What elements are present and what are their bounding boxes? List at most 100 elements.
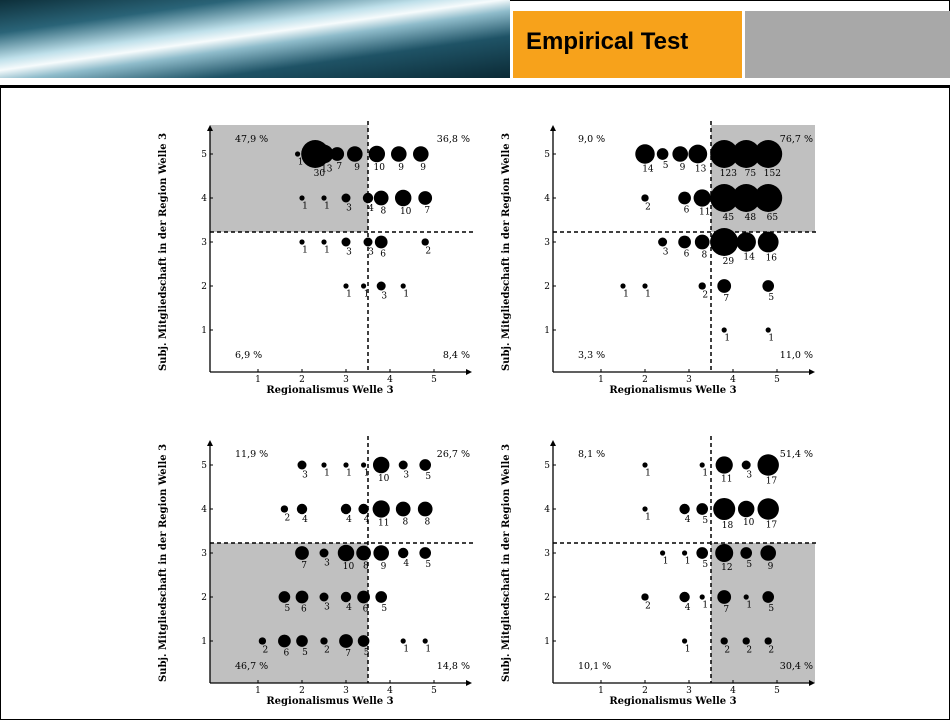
data-point-label: 4: [403, 559, 409, 569]
data-point: [417, 501, 433, 517]
data-point-label: 9: [420, 163, 426, 173]
data-point: [296, 635, 308, 647]
data-point-label: 3: [324, 603, 330, 613]
y-axis-arrow: [207, 125, 213, 131]
data-point-label: 45: [723, 213, 735, 223]
data-point: [319, 592, 329, 602]
quadrant-percent-bottom-right: 14,8 %: [437, 661, 470, 672]
data-point: [698, 282, 706, 290]
data-point-label: 1: [685, 557, 691, 567]
x-axis-label: Regionalismus Welle 3: [266, 385, 393, 396]
data-point: [330, 147, 345, 161]
data-point: [340, 503, 352, 515]
data-point: [715, 456, 733, 474]
data-point: [679, 591, 690, 603]
data-point-label: 9: [680, 163, 686, 173]
data-point: [720, 637, 728, 645]
x-axis-label: Regionalismus Welle 3: [609, 696, 736, 707]
y-tick-label: 1: [544, 326, 550, 336]
y-tick-label: 4: [544, 194, 550, 204]
data-point-label: 3: [746, 471, 752, 481]
data-point: [764, 637, 772, 645]
data-point: [765, 327, 771, 333]
data-point-label: 4: [368, 204, 374, 214]
data-point-label: 29: [723, 257, 735, 267]
title-box: [513, 11, 742, 78]
data-point-label: 1: [702, 469, 708, 479]
data-point-label: 152: [764, 169, 781, 179]
data-point: [295, 546, 309, 560]
quadrant-percent-top-right: 36,8 %: [437, 134, 470, 145]
quadrant-percent-top-left: 9,0 %: [578, 134, 605, 145]
data-point: [658, 237, 668, 247]
data-point: [373, 190, 389, 206]
data-point-label: 75: [745, 169, 757, 179]
quadrant-percent-bottom-right: 30,4 %: [780, 661, 813, 672]
header-spacer: [0, 78, 950, 88]
data-point: [361, 283, 367, 289]
data-point-label: 1: [685, 645, 691, 655]
shaded-quadrant: [210, 543, 368, 683]
x-tick-label: 4: [730, 686, 736, 696]
data-point: [258, 637, 267, 645]
data-point-label: 7: [345, 649, 351, 659]
data-point-label: 8: [381, 206, 387, 216]
data-point-label: 4: [364, 515, 370, 525]
data-point-label: 30: [314, 169, 326, 179]
data-point: [710, 184, 739, 212]
shaded-quadrant: [210, 125, 368, 232]
y-tick-label: 3: [544, 238, 550, 248]
x-tick-label: 5: [431, 375, 437, 385]
data-point: [710, 228, 739, 256]
data-point: [679, 503, 690, 515]
data-point: [715, 543, 734, 563]
data-point-label: 1: [425, 645, 431, 655]
x-tick-label: 5: [774, 686, 780, 696]
x-tick-label: 1: [598, 686, 604, 696]
data-point-label: 1: [324, 202, 330, 212]
data-point: [357, 635, 370, 647]
data-point: [642, 506, 648, 512]
x-tick-label: 3: [343, 375, 349, 385]
data-point-label: 7: [424, 206, 430, 216]
data-point-label: 5: [364, 648, 370, 658]
data-point-label: 5: [768, 604, 774, 614]
data-point-label: 9: [354, 163, 360, 173]
data-point-label: 3: [368, 248, 374, 258]
data-point-label: 5: [381, 604, 387, 614]
data-point: [757, 454, 779, 476]
data-point-label: 10: [378, 474, 390, 484]
data-point: [757, 231, 779, 253]
data-point-label: 5: [302, 648, 308, 658]
x-tick-label: 4: [387, 686, 393, 696]
x-tick-label: 5: [431, 686, 437, 696]
data-point: [736, 232, 756, 252]
x-tick-label: 1: [598, 375, 604, 385]
x-tick-label: 1: [255, 686, 261, 696]
data-point: [394, 189, 412, 207]
data-point: [682, 638, 688, 644]
x-axis-arrow: [466, 680, 472, 686]
data-point: [295, 151, 301, 157]
data-point: [341, 193, 351, 203]
data-point: [314, 144, 334, 164]
data-point: [340, 591, 352, 603]
data-point: [737, 500, 755, 518]
y-axis-arrow: [550, 125, 556, 131]
y-axis-label: Subj. Mitgliedschaft in der Region Welle…: [501, 444, 512, 682]
data-point-label: 9: [768, 562, 774, 572]
data-point: [419, 547, 432, 559]
shaded-quadrant: [711, 543, 815, 683]
x-axis-arrow: [466, 369, 472, 375]
data-point: [717, 590, 732, 604]
data-point: [757, 498, 779, 520]
data-point-label: 1: [645, 469, 651, 479]
data-point: [321, 462, 327, 468]
scatter-panel-3: 1 2 3 4 5 1 2 3 4 5 Regionalismus Welle 3 Subj. Mit…: [158, 436, 476, 707]
data-point: [760, 545, 776, 561]
data-point: [688, 144, 708, 164]
data-point-label: 11: [378, 519, 389, 529]
data-point-label: 1: [364, 469, 370, 479]
data-point-label: 2: [702, 291, 708, 301]
